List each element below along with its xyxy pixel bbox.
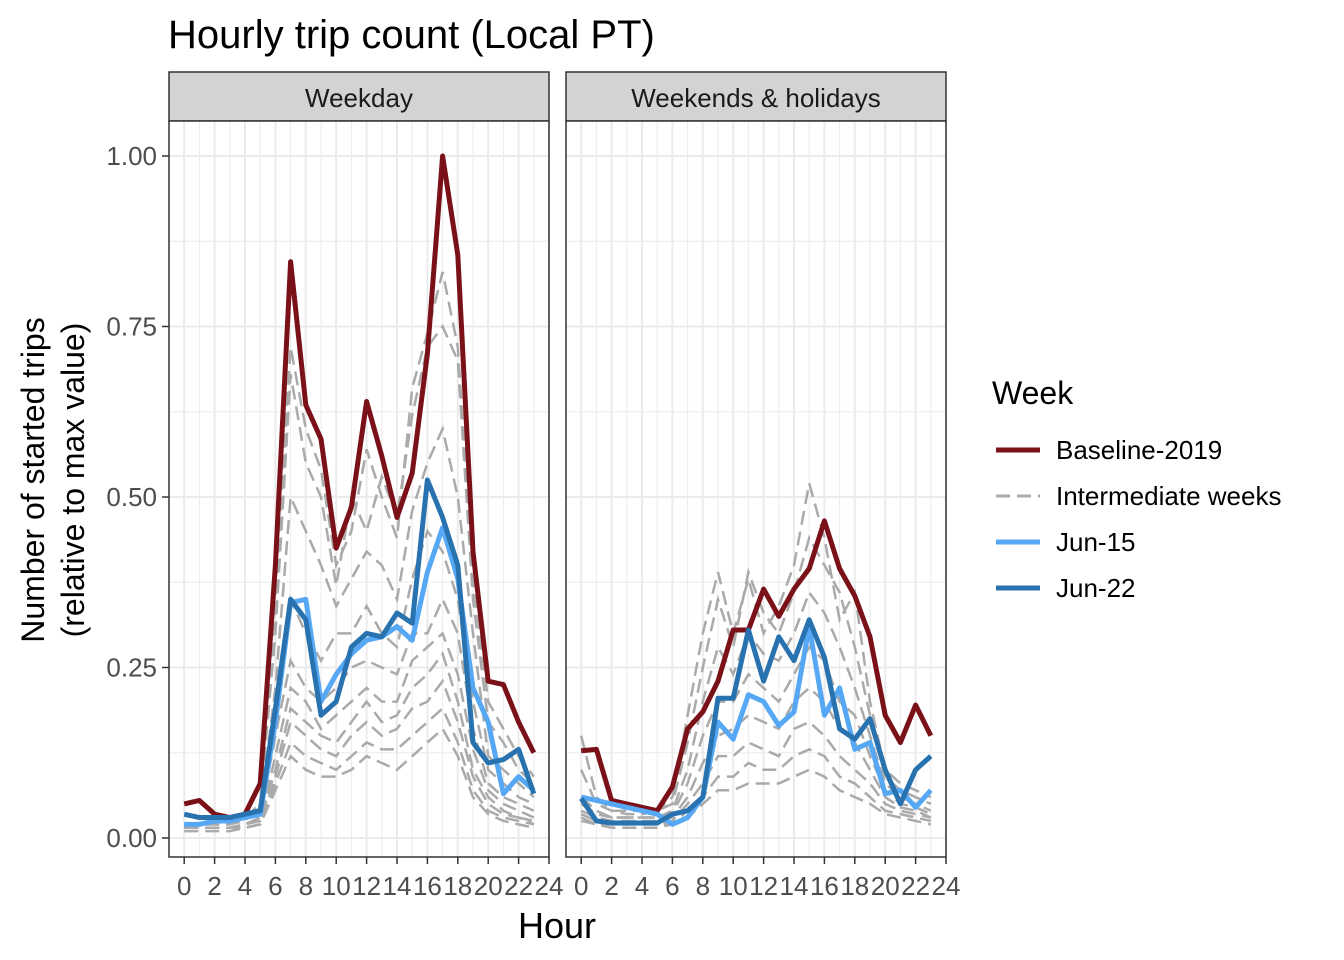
intermediate-week-line <box>184 678 535 830</box>
intermediate-week-line <box>580 768 932 830</box>
x-tick-label: 14 <box>383 871 412 901</box>
legend-label-baseline-2019: Baseline-2019 <box>1056 435 1222 465</box>
facet-strip-label: Weekday <box>305 83 413 113</box>
y-axis-label-line2: (relative to max value) <box>55 323 91 638</box>
legend-label-jun-15: Jun-15 <box>1056 527 1136 557</box>
y-tick-label: 0.75 <box>106 312 157 342</box>
series-line-jun-22 <box>579 617 933 826</box>
series-line-jun-15 <box>580 624 933 827</box>
y-tick-label: 1.00 <box>106 141 157 171</box>
x-tick-label: 8 <box>696 871 710 901</box>
x-tick-label: 18 <box>840 871 869 901</box>
x-tick-label: 0 <box>177 871 191 901</box>
intermediate-week-line <box>184 271 535 826</box>
legend: Week Baseline-2019 Intermediate weeks Jun-… <box>992 375 1281 603</box>
x-tick-label: 4 <box>635 871 649 901</box>
legend-title: Week <box>992 375 1074 411</box>
panel-border <box>168 120 550 858</box>
x-tick-label: 22 <box>901 871 930 901</box>
plot-background <box>566 121 946 857</box>
y-axis-label-line1: Number of started trips <box>15 317 51 642</box>
x-tick-label: 20 <box>474 871 503 901</box>
x-tick-label: 24 <box>932 871 961 901</box>
intermediate-weeks-lines <box>184 271 535 833</box>
panel-border <box>565 120 947 858</box>
x-axis: 0 2 4 6 8 10 12 14 16 18 20 22 24 <box>574 857 960 901</box>
x-tick-label: 2 <box>604 871 618 901</box>
intermediate-week-line <box>580 589 932 819</box>
x-tick-label: 6 <box>268 871 282 901</box>
x-tick-label: 24 <box>535 871 564 901</box>
x-tick-label: 20 <box>871 871 900 901</box>
grid-lines <box>169 121 550 857</box>
intermediate-week-line <box>580 720 932 826</box>
x-tick-label: 10 <box>322 871 351 901</box>
x-tick-label: 16 <box>810 871 839 901</box>
intermediate-week-line <box>184 424 535 826</box>
x-tick-label: 14 <box>780 871 809 901</box>
x-tick-label: 12 <box>749 871 778 901</box>
x-tick-label: 12 <box>352 871 381 901</box>
x-tick-label: 2 <box>207 871 221 901</box>
series-line-baseline-2019 <box>580 518 934 814</box>
series-line-jun-22 <box>183 477 537 821</box>
intermediate-week-line <box>184 631 535 830</box>
y-tick-label: 0.00 <box>106 823 157 853</box>
legend-label-jun-22: Jun-22 <box>1056 573 1136 603</box>
x-tick-label: 8 <box>299 871 313 901</box>
intermediate-week-line <box>184 528 535 830</box>
intermediate-week-line <box>580 645 932 819</box>
y-tick-label: 0.50 <box>106 482 157 512</box>
x-tick-label: 10 <box>719 871 748 901</box>
intermediate-week-line <box>184 706 535 830</box>
x-tick-label: 0 <box>574 871 588 901</box>
y-tick-label: 0.25 <box>106 653 157 683</box>
x-tick-label: 6 <box>665 871 679 901</box>
series-line-jun-15 <box>184 525 536 827</box>
intermediate-week-line <box>580 686 932 823</box>
x-tick-label: 18 <box>443 871 472 901</box>
facet-strip-label: Weekends & holidays <box>631 83 881 113</box>
chart-title: Hourly trip count (Local PT) <box>168 13 655 57</box>
x-tick-label: 16 <box>413 871 442 901</box>
y-axis-label: Number of started trips (relative to max… <box>15 317 91 642</box>
x-tick-label: 4 <box>238 871 252 901</box>
x-axis-label: Hour <box>518 905 596 946</box>
x-tick-label: 22 <box>504 871 533 901</box>
intermediate-week-line <box>580 747 932 826</box>
legend-label-intermediate-weeks: Intermediate weeks <box>1056 481 1281 511</box>
y-axis: 0.00 0.25 0.50 0.75 1.00 <box>106 141 169 853</box>
intermediate-week-line <box>184 596 535 830</box>
facet-strip <box>168 71 550 122</box>
intermediate-week-line <box>184 651 535 830</box>
intermediate-week-line <box>184 324 535 826</box>
x-axis: 0 2 4 6 8 10 12 14 16 18 20 22 24 <box>177 857 563 901</box>
